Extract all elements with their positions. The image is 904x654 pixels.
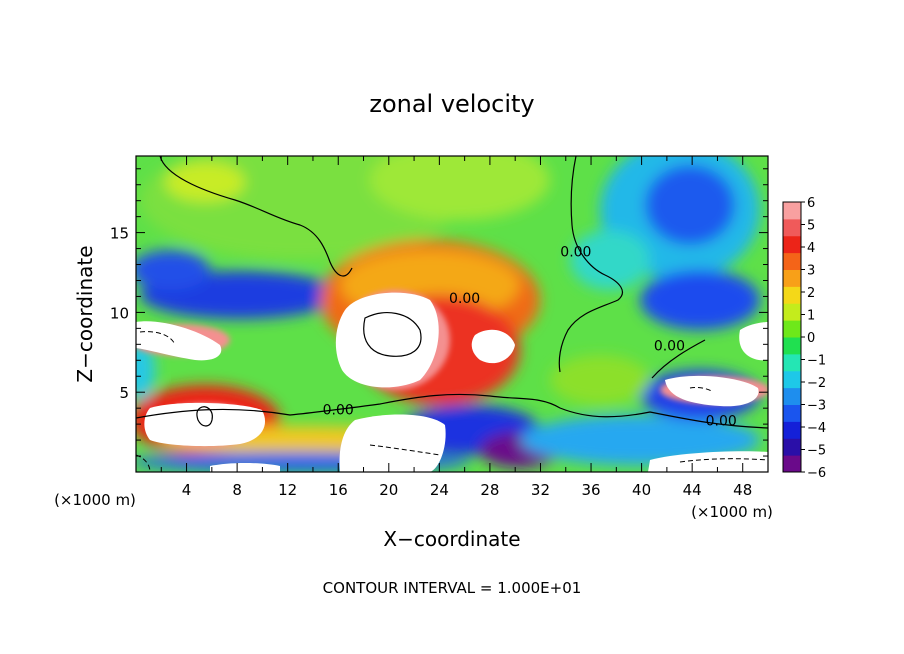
colorbar-swatch: [783, 353, 801, 372]
colorbar-tick-labels: 6 5 4 3 2 1 0 −1 −2 −3 −4 −5 −6: [801, 196, 826, 481]
colorbar-tick-label: 2: [807, 286, 815, 301]
colorbar-tick-label: 4: [807, 241, 815, 256]
y-tick-label: 15: [110, 225, 129, 243]
colorbar-swatch: [783, 218, 801, 237]
heatmap-field: [136, 156, 768, 472]
x-tick-label: 40: [632, 481, 651, 499]
colorbar-swatch: [783, 455, 801, 473]
x-tick-label: 24: [430, 481, 449, 499]
contour-label: 0.00: [449, 291, 480, 307]
colorbar-tick-label: −3: [807, 399, 826, 414]
colorbar-tick-label: −6: [807, 466, 826, 481]
contour-label: 0.00: [560, 245, 591, 261]
x-tick-label: 28: [480, 481, 499, 499]
x-tick-label: 48: [733, 481, 752, 499]
colorbar-swatch: [783, 303, 801, 321]
colorbar-swatch: [783, 387, 801, 405]
colorbar-tick-label: −4: [807, 421, 826, 436]
colorbar-tick-label: 6: [807, 196, 815, 211]
colorbar-tick-label: 5: [807, 219, 815, 234]
colorbar-tick-label: −2: [807, 376, 826, 391]
colorbar-swatch: [783, 421, 801, 439]
y-tick-label: 10: [110, 304, 129, 322]
x-tick-label: 32: [531, 481, 550, 499]
colorbar-swatch: [783, 202, 801, 220]
x-axis-label: X−coordinate: [383, 527, 520, 551]
x-unit-right: (×1000 m): [691, 503, 773, 521]
x-tick-label: 4: [182, 481, 192, 499]
contour-label: 0.00: [706, 414, 737, 430]
x-axis: 4 8 12 16 20 24 28 32 36 40 44 48: [160, 156, 752, 499]
contour-label: 0.00: [323, 403, 354, 419]
colorbar-swatch: [783, 252, 801, 270]
colorbar-swatch: [783, 370, 801, 389]
colorbar-swatch: [783, 286, 801, 304]
colorbar-tick-label: 1: [807, 309, 815, 324]
x-tick-label: 16: [329, 481, 348, 499]
y-axis-label: Z−coordinate: [73, 245, 97, 382]
colorbar-swatch: [783, 337, 801, 355]
colorbar-swatch: [783, 438, 801, 456]
contour-labels: 0.00 0.00 0.00 0.00 0.00: [323, 245, 737, 430]
y-axis: 5 10 15: [110, 168, 768, 457]
colorbar-tick-label: 0: [807, 331, 815, 346]
colorbar-swatch: [783, 269, 801, 287]
colorbar: [782, 201, 802, 473]
colorbar-swatch: [783, 320, 801, 338]
chart-title: zonal velocity: [369, 90, 534, 118]
x-tick-label: 12: [278, 481, 297, 499]
colorbar-tick-label: −1: [807, 354, 826, 369]
x-tick-label: 20: [379, 481, 398, 499]
x-unit-left: (×1000 m): [54, 491, 136, 509]
x-tick-label: 44: [683, 481, 702, 499]
colorbar-swatch: [783, 235, 801, 254]
colorbar-swatch: [783, 404, 801, 422]
colorbar-tick-label: 3: [807, 264, 815, 279]
x-tick-label: 8: [232, 481, 242, 499]
contour-label: 0.00: [654, 339, 685, 355]
y-tick-label: 5: [119, 384, 129, 402]
x-tick-label: 36: [581, 481, 600, 499]
colorbar-tick-label: −5: [807, 444, 826, 459]
contour-interval-note: CONTOUR INTERVAL = 1.000E+01: [323, 579, 582, 597]
plot-frame: [135, 155, 769, 473]
